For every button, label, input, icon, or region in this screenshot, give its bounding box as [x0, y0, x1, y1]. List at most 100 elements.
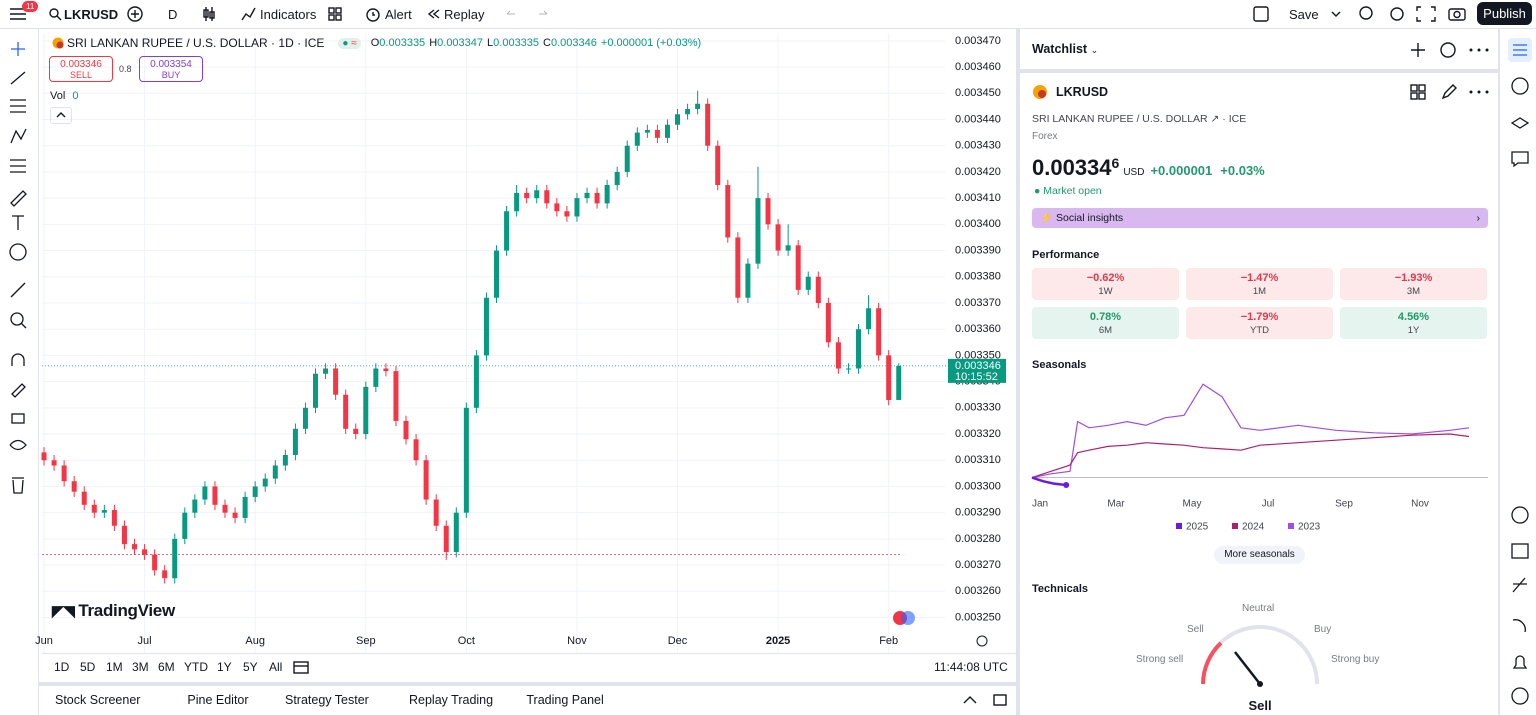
legend-swatch — [1176, 523, 1182, 529]
x-tick-label: Dec — [668, 635, 688, 647]
candle-body — [876, 308, 882, 356]
details-category: Forex — [1032, 131, 1058, 142]
candle-body — [785, 245, 791, 251]
performance-period: 1M — [1252, 286, 1267, 297]
performance-cell: −1.79% YTD — [1186, 307, 1333, 339]
alert-button[interactable]: Alert — [364, 0, 412, 28]
volume-value: 0 — [72, 90, 79, 102]
candle-body — [393, 371, 399, 421]
chart-title: SRI LANKAN RUPEE / U.S. DOLLAR · 1D · IC… — [67, 36, 325, 50]
undo-redo[interactable] — [504, 0, 550, 28]
indicators-button[interactable]: Indicators — [240, 0, 316, 28]
candle-body — [443, 525, 449, 552]
candle-body — [554, 203, 560, 212]
y-tick-label: 0.003400 — [955, 218, 1001, 230]
sell-button[interactable]: 0.003346 SELL — [49, 56, 113, 82]
candle-body — [534, 190, 540, 199]
candle-body — [886, 355, 892, 400]
candle-body — [192, 499, 198, 513]
range-button[interactable]: 1Y — [217, 660, 232, 674]
header-icons[interactable] — [1358, 0, 1468, 28]
replay-button[interactable]: Replay — [427, 0, 484, 28]
performance-value: 4.56% — [1397, 311, 1430, 323]
performance-period: 1Y — [1407, 325, 1420, 336]
chart-type-button[interactable] — [202, 0, 216, 28]
compare-button[interactable] — [126, 0, 144, 28]
interval-button[interactable]: D — [168, 6, 178, 22]
right-sidebar-icons[interactable] — [1508, 38, 1532, 705]
flag-marker — [901, 611, 915, 625]
bottom-tab[interactable]: Stock Screener — [55, 693, 141, 707]
bottom-tab[interactable]: Strategy Tester — [285, 693, 369, 707]
candle-body — [725, 185, 731, 238]
candle-body — [272, 465, 278, 479]
y-tick-label: 0.003410 — [955, 192, 1001, 204]
legend-swatch — [1288, 523, 1294, 529]
volume-label: Vol — [50, 90, 66, 102]
performance-period: YTD — [1250, 325, 1269, 336]
candle-body — [142, 549, 148, 555]
social-insights[interactable]: ⚡ Social insights › — [1032, 208, 1488, 228]
bottom-tab[interactable]: Replay Trading — [409, 693, 494, 707]
y-tick-label: 0.003320 — [955, 428, 1001, 440]
range-button[interactable]: 1M — [106, 660, 123, 674]
buy-price: 0.003354 — [150, 59, 192, 70]
details-actions[interactable] — [1408, 82, 1493, 107]
technicals-title: Technicals — [1032, 583, 1089, 595]
candle-body — [604, 185, 610, 204]
layout-toggle[interactable] — [1252, 0, 1270, 28]
candle-body — [664, 124, 670, 138]
watchlist-title[interactable]: Watchlist ⌄ — [1032, 42, 1099, 56]
seasonal-marker — [1063, 482, 1070, 489]
watchlist-actions[interactable] — [1408, 40, 1493, 65]
candle-body — [675, 114, 681, 125]
range-button[interactable]: All — [269, 660, 283, 674]
candle-body — [162, 570, 168, 579]
performance-period: 1W — [1098, 286, 1113, 297]
x-tick-label: Jun — [35, 635, 53, 647]
y-tick-label: 0.003420 — [955, 166, 1001, 178]
performance-cell: −1.47% 1M — [1186, 268, 1333, 300]
layouts-button[interactable] — [327, 0, 343, 28]
candle-body — [896, 365, 902, 400]
more-seasonals-button[interactable]: More seasonals — [1214, 546, 1305, 564]
save-menu[interactable] — [1330, 0, 1342, 28]
symbol-search[interactable]: LKRUSD — [48, 0, 118, 28]
performance-cell: −1.93% 3M — [1340, 268, 1487, 300]
y-tick-label: 0.003440 — [955, 113, 1001, 125]
bottom-tab[interactable]: Pine Editor — [187, 693, 249, 707]
save-button[interactable]: Save — [1289, 6, 1319, 22]
range-button[interactable]: 1D — [54, 660, 70, 674]
candle-body — [815, 276, 821, 303]
date-range-button[interactable] — [292, 659, 310, 680]
replay-icon — [427, 9, 440, 19]
range-button[interactable]: 6M — [158, 660, 175, 674]
collapse-button[interactable] — [50, 107, 72, 124]
candle-body — [795, 245, 801, 290]
candle-body — [715, 145, 721, 186]
x-tick-label: Oct — [458, 635, 475, 647]
range-button[interactable]: 5D — [80, 660, 96, 674]
candle-body — [111, 510, 117, 526]
drawing-tools[interactable] — [9, 42, 27, 494]
buy-button[interactable]: 0.003354 BUY — [139, 56, 203, 82]
performance-value: 0.78% — [1089, 311, 1122, 323]
search-icon — [49, 8, 62, 21]
candle-body — [313, 373, 319, 408]
panel-controls-icon — [963, 694, 1007, 706]
ohlc-value: 0.003346 — [551, 37, 597, 49]
range-button[interactable]: 5Y — [243, 660, 258, 674]
panel-controls[interactable] — [962, 692, 1012, 713]
range-button[interactable]: YTD — [184, 660, 208, 674]
range-button[interactable]: 3M — [132, 660, 149, 674]
clock: 11:44:08 UTC — [934, 660, 1008, 674]
bottom-tab[interactable]: Trading Panel — [526, 693, 604, 707]
gauge-strong-buy: Strong buy — [1331, 654, 1380, 665]
sell-price: 0.003346 — [60, 59, 102, 70]
publish-button[interactable]: Publish — [1477, 2, 1532, 25]
candle-body — [695, 103, 701, 110]
performance-value: −0.62% — [1086, 272, 1125, 284]
x-tick-label: Jan — [1032, 499, 1048, 510]
